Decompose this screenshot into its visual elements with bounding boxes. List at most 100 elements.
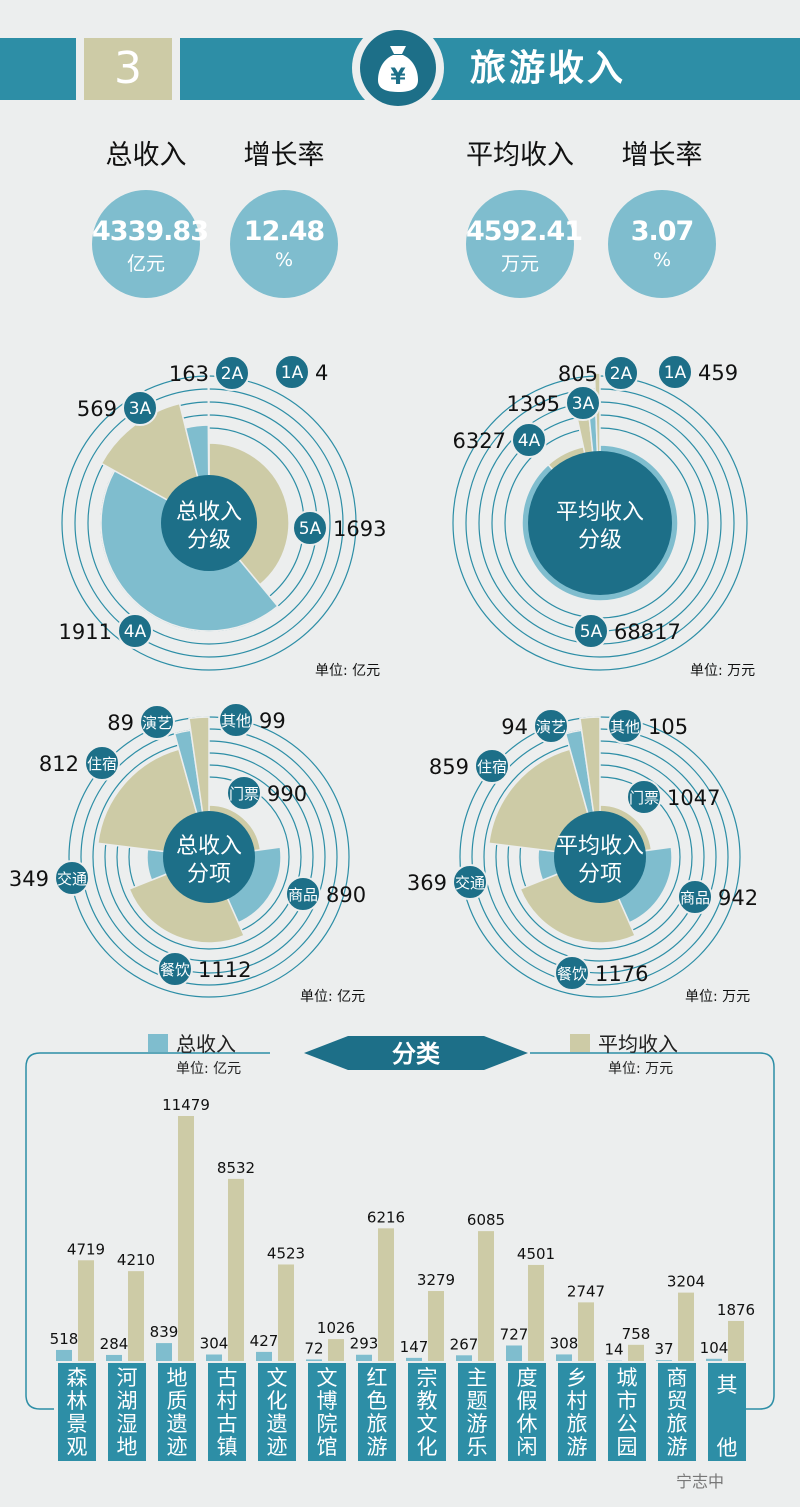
category-char: 他: [717, 1436, 738, 1460]
category-box: [58, 1363, 96, 1461]
legend-unit-total: 单位: 亿元: [176, 1061, 242, 1077]
unit-note-grade-average: 单位: 万元: [690, 663, 756, 679]
category-char: 游: [567, 1435, 588, 1459]
category-badge: [565, 385, 601, 421]
category-box: [258, 1363, 296, 1461]
category-badge: [554, 955, 590, 991]
pie-value-label: 68817: [614, 620, 681, 644]
bar-average-value: 3279: [417, 1271, 455, 1289]
pie-value-label: 4: [315, 361, 328, 385]
category-char: 林: [67, 1389, 88, 1413]
bar-title-badge: [304, 1036, 528, 1070]
pie-value-label: 369: [407, 871, 447, 895]
bar-average-度假休闲: [528, 1264, 544, 1361]
legend-unit-average: 单位: 万元: [608, 1061, 674, 1077]
category-badge-label: 住宿: [87, 755, 117, 773]
category-char: 质: [167, 1389, 188, 1413]
pie-value-label: 99: [259, 709, 286, 733]
category-char: 公: [617, 1412, 638, 1436]
category-char: 馆: [317, 1435, 338, 1459]
category-badge-label: 商品: [288, 886, 318, 904]
section-title: 旅游收入: [470, 48, 627, 89]
pie-value-label: 1911: [59, 620, 112, 644]
category-char: 地: [117, 1435, 138, 1459]
category-badge: [511, 422, 547, 458]
chart-center-label: 总收入: [176, 500, 242, 525]
bar-average-商贸旅游: [678, 1292, 694, 1361]
pie-value-label: 94: [501, 715, 528, 739]
category-box: [208, 1363, 246, 1461]
category-char: 森: [67, 1366, 88, 1390]
bar-total-宗教文化: [406, 1357, 422, 1361]
kpi-unit: 亿元: [126, 253, 165, 275]
pie-value-label: 1176: [595, 962, 648, 986]
kpi-average-growth: 3.07 %: [608, 190, 716, 298]
category-badge: [452, 864, 488, 900]
pie-value-label: 1047: [667, 786, 720, 810]
chart-center-label: 分级: [578, 528, 622, 553]
svg-text:¥: ¥: [390, 65, 406, 90]
legend-label-total: 总收入: [176, 1032, 236, 1056]
bar-total-value: 147: [400, 1338, 429, 1356]
bar-total-value: 72: [304, 1339, 323, 1357]
bar-average-城市公园: [628, 1344, 644, 1361]
category-char: 色: [367, 1389, 388, 1413]
kpi-label-average-growth: 增长率: [621, 140, 703, 171]
bar-average-河湖湿地: [128, 1271, 144, 1361]
kpi-unit: %: [274, 249, 294, 271]
bar-average-其他: [728, 1320, 744, 1361]
category-badge-label: 交通: [455, 874, 485, 892]
chart-center-circle: [554, 811, 646, 903]
pie-value-label: 942: [718, 886, 758, 910]
kpi-value: 12.48: [243, 216, 325, 247]
unit-note-item-total: 单位: 亿元: [300, 989, 366, 1005]
chart-center-circle: [161, 475, 257, 571]
bar-total-河湖湿地: [106, 1354, 122, 1361]
category-char: 市: [617, 1389, 638, 1413]
category-char: 旅: [567, 1412, 588, 1436]
category-box: [408, 1363, 446, 1461]
bar-average-红色旅游: [378, 1228, 394, 1361]
category-char: 闲: [517, 1435, 538, 1459]
category-badge-label: 交通: [57, 870, 87, 888]
chart-center-circle: [163, 811, 255, 903]
bar-total-乡村旅游: [556, 1354, 572, 1361]
category-box: [608, 1363, 646, 1461]
category-char: 遗: [167, 1412, 188, 1436]
chart-center-label: 平均收入: [556, 500, 644, 525]
bar-average-文化遗迹: [278, 1264, 294, 1361]
legend-swatch-total: [148, 1034, 168, 1052]
unit-note-item-average: 单位: 万元: [685, 989, 751, 1005]
bar-average-古村古镇: [228, 1178, 244, 1361]
pie-value-label: 105: [648, 715, 688, 739]
bar-average-地质遗迹: [178, 1116, 194, 1361]
category-badge-label: 1A: [664, 363, 687, 383]
bar-average-value: 6085: [467, 1211, 505, 1229]
category-badge: [533, 708, 569, 744]
category-char: 景: [67, 1412, 88, 1436]
category-box: [358, 1363, 396, 1461]
category-char: 题: [467, 1389, 488, 1413]
category-char: 休: [517, 1412, 538, 1436]
category-char: 园: [617, 1435, 638, 1459]
category-badge: [603, 355, 639, 391]
bar-total-value: 104: [700, 1339, 729, 1357]
bar-average-文博院馆: [328, 1339, 344, 1361]
category-char: 化: [417, 1435, 438, 1459]
bar-average-value: 4501: [517, 1245, 555, 1263]
pie-value-label: 890: [326, 883, 366, 907]
bar-average-森林景观: [78, 1260, 94, 1361]
chart-center-circle: [528, 451, 672, 595]
category-char: 度: [517, 1366, 538, 1390]
category-char: 文: [267, 1366, 288, 1390]
category-char: 商: [667, 1366, 688, 1390]
category-badge: [626, 779, 662, 815]
category-badge-label: 其他: [221, 712, 251, 730]
watermark-text: 宁志中: [676, 1472, 725, 1491]
bar-total-古村古镇: [206, 1354, 222, 1361]
category-char: 河: [117, 1366, 138, 1390]
kpi-label-total-income: 总收入: [105, 140, 187, 171]
kpi-total-income: 4339.83 亿元: [92, 190, 209, 298]
category-char: 村: [217, 1389, 238, 1413]
category-char: 湿: [117, 1412, 138, 1436]
